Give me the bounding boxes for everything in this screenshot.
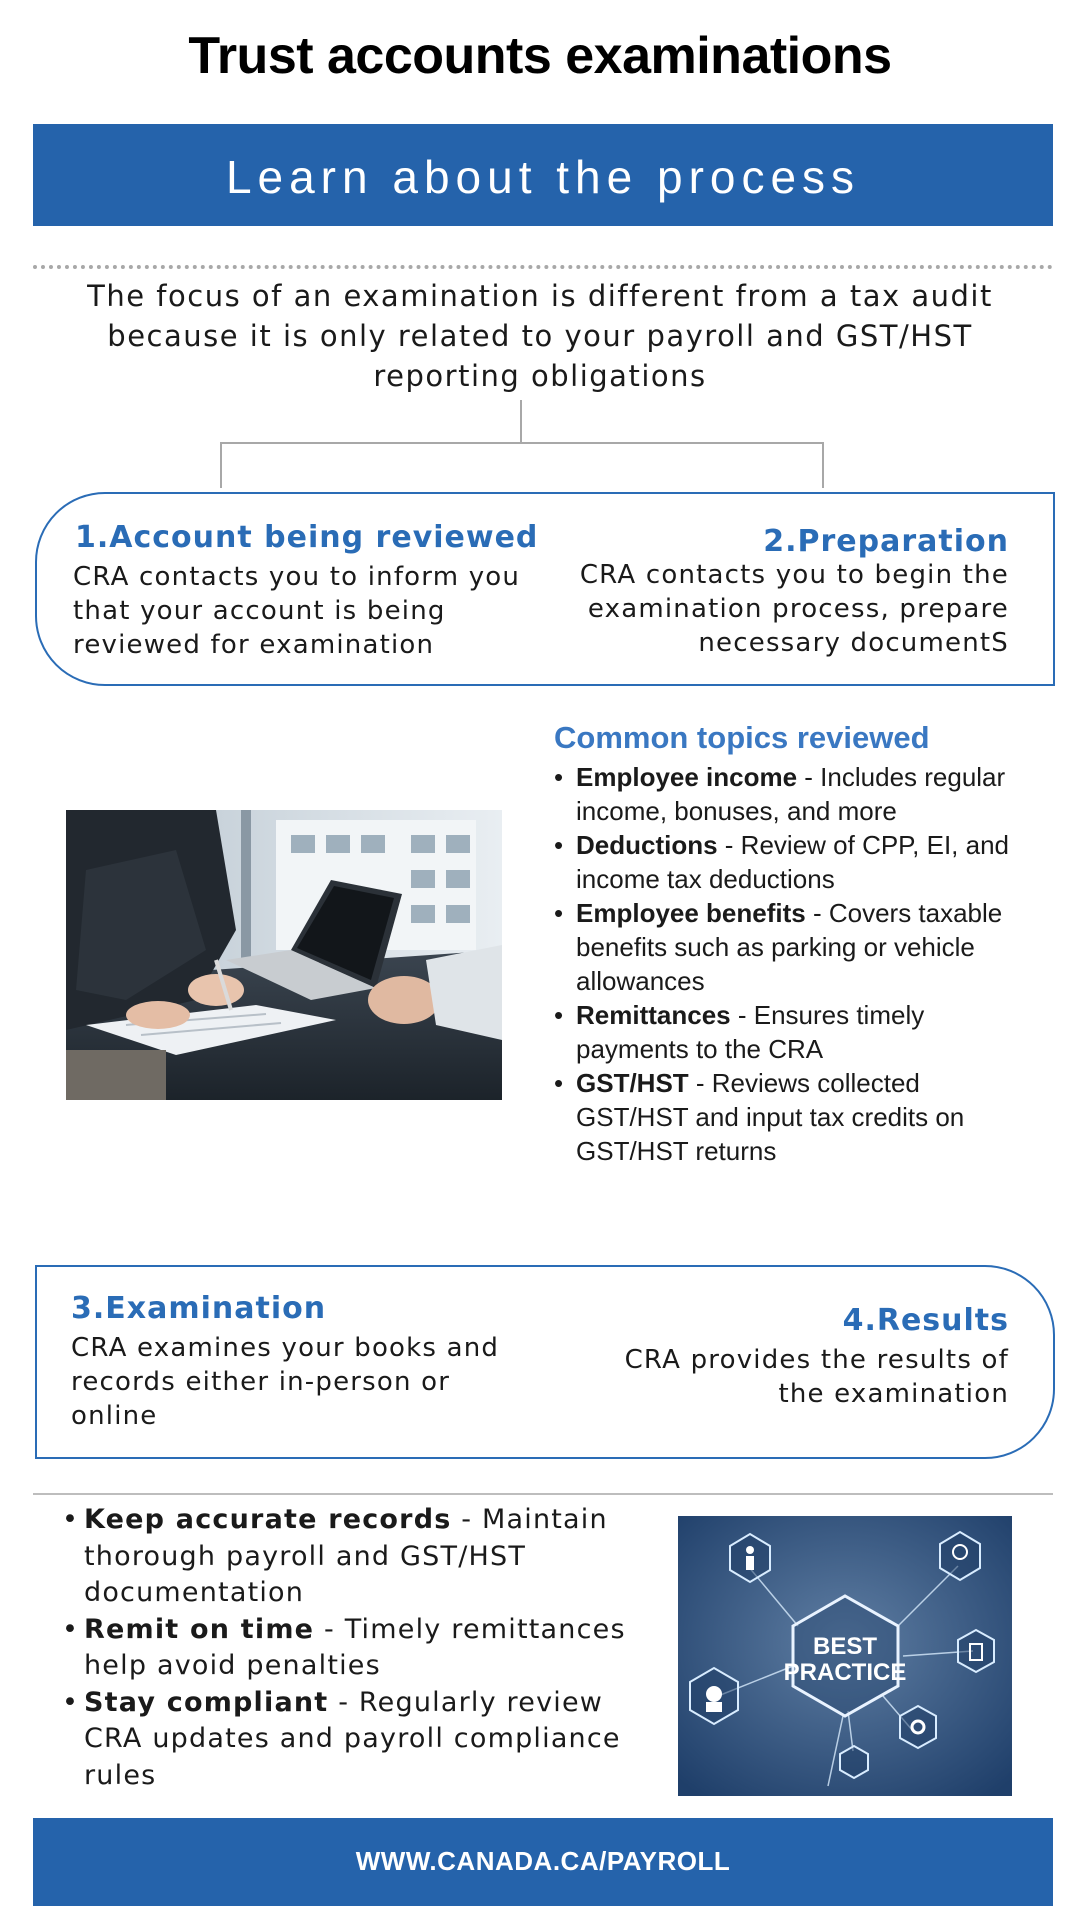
tip-text: - Regularly review CRA updates and payro… (84, 1686, 621, 1791)
connector-bracket (220, 442, 824, 488)
steps-box-top: 1.Account being reviewed CRA contacts yo… (35, 492, 1055, 686)
banner-text: Learn about the process (225, 151, 861, 203)
topic-text: - Review of CPP, EI, and income tax dedu… (576, 830, 1010, 894)
tip-label: Remit on time (84, 1613, 315, 1645)
steps-box-bottom: 3.Examination CRA examines your books an… (35, 1265, 1055, 1459)
dotted-divider (33, 265, 1053, 269)
topics-list: Employee income - Includes regular incom… (554, 760, 1014, 1168)
topic-label: Remittances (576, 1000, 731, 1030)
tip-item: Stay compliant - Regularly review CRA up… (62, 1685, 662, 1795)
footer-url-link[interactable]: WWW.CANADA.CA/PAYROLL (355, 1846, 731, 1876)
connector-stem (520, 400, 522, 442)
intro-text: The focus of an examination is different… (87, 279, 993, 393)
step3-title: 3.Examination (71, 1291, 327, 1326)
best-practice-line2: PRACTICE (784, 1659, 907, 1686)
topic-label: Employee benefits (576, 898, 806, 928)
best-practice-image: BEST PRACTICE (678, 1516, 1012, 1796)
page-title: Trust accounts examinations (188, 27, 892, 85)
step4-body: CRA provides the results of the examinat… (624, 1345, 1009, 1409)
topic-text: - Includes regular income, bonuses, and … (576, 762, 1006, 826)
step3-body: CRA examines your books and records eith… (71, 1333, 500, 1431)
topic-text: - Reviews collected GST/HST and input ta… (576, 1068, 965, 1166)
meeting-photo (66, 810, 502, 1100)
topic-item: Deductions - Review of CPP, EI, and inco… (554, 828, 1014, 896)
step2-body: CRA contacts you to begin the examinatio… (579, 560, 1009, 658)
topics-heading: Common topics reviewed (554, 720, 930, 755)
step4-title: 4.Results (842, 1303, 1009, 1338)
topic-text: - Covers taxable benefits such as parkin… (576, 898, 1003, 996)
tip-item: Keep accurate records - Maintain thoroug… (62, 1502, 662, 1612)
step2-title: 2.Preparation (763, 524, 1009, 559)
best-practice-line1: BEST (813, 1633, 877, 1660)
topic-label: GST/HST (576, 1068, 689, 1098)
topic-label: Deductions (576, 830, 718, 860)
tip-label: Stay compliant (84, 1686, 329, 1718)
tip-text: - Timely remittances help avoid penaltie… (84, 1613, 626, 1682)
step1-title: 1.Account being reviewed (75, 520, 539, 555)
topic-label: Employee income (576, 762, 798, 792)
tip-item: Remit on time - Timely remittances help … (62, 1612, 662, 1685)
step1-body: CRA contacts you to inform you that your… (73, 562, 521, 660)
topic-item: Employee benefits - Covers taxable benef… (554, 896, 1014, 998)
tip-text: - Maintain thorough payroll and GST/HST … (84, 1504, 608, 1608)
topic-item: GST/HST - Reviews collected GST/HST and … (554, 1066, 1014, 1168)
topic-item: Remittances - Ensures timely payments to… (554, 998, 1014, 1066)
tips-list: Keep accurate records - Maintain thoroug… (62, 1502, 662, 1794)
process-banner: Learn about the process (33, 124, 1053, 226)
topic-item: Employee income - Includes regular incom… (554, 760, 1014, 828)
topic-text: - Ensures timely payments to the CRA (576, 1000, 925, 1064)
footer-bar: WWW.CANADA.CA/PAYROLL (33, 1818, 1053, 1906)
section-divider (33, 1493, 1053, 1495)
tip-label: Keep accurate records (84, 1504, 452, 1535)
